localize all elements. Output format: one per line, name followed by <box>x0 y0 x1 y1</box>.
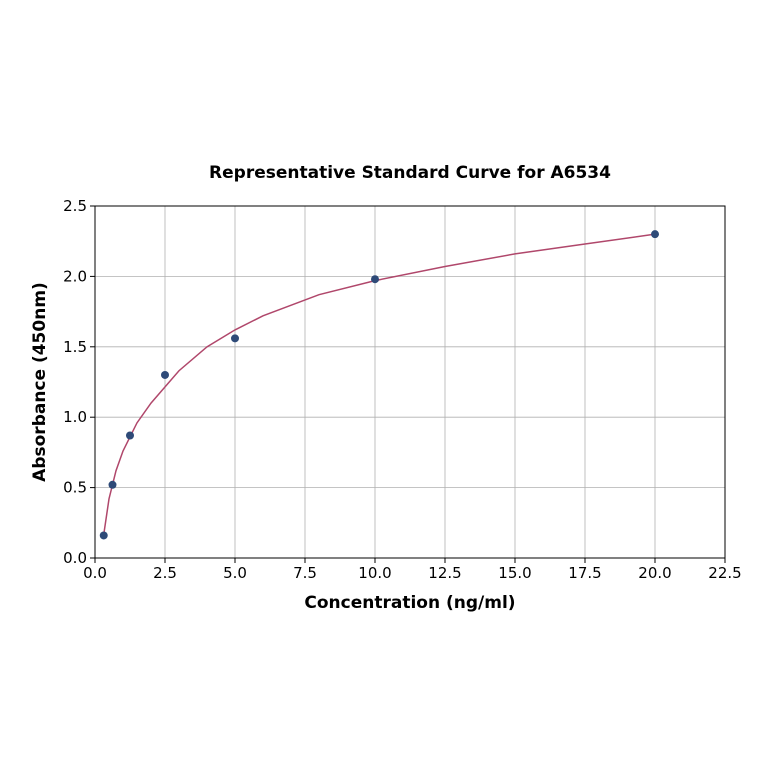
y-tick-label: 1.0 <box>63 408 87 426</box>
y-axis-label: Absorbance (450nm) <box>30 282 50 482</box>
x-tick-label: 12.5 <box>428 564 461 582</box>
x-tick-label: 15.0 <box>498 564 531 582</box>
x-tick-label: 2.5 <box>153 564 177 582</box>
data-point <box>371 275 379 284</box>
x-tick-label: 0.0 <box>83 564 107 582</box>
y-tick-label: 1.5 <box>63 338 87 356</box>
plot-frame <box>94 205 726 559</box>
x-tick-label: 17.5 <box>568 564 601 582</box>
x-axis-label: Concentration (ng/ml) <box>304 593 515 613</box>
x-tick-label: 5.0 <box>223 564 247 582</box>
x-tick-label: 22.5 <box>708 564 741 582</box>
chart-title: Representative Standard Curve for A6534 <box>209 163 611 183</box>
data-point <box>126 431 134 440</box>
y-tick-label: 2.5 <box>63 197 87 215</box>
x-tick-label: 7.5 <box>293 564 317 582</box>
data-point <box>161 370 169 379</box>
data-point <box>651 230 659 239</box>
data-point <box>99 531 108 540</box>
y-tick-label: 0.5 <box>63 479 87 497</box>
data-point <box>231 334 239 343</box>
x-tick-label: 10.0 <box>358 564 391 582</box>
y-tick-label: 0.0 <box>63 549 87 567</box>
fit-curve <box>102 233 656 537</box>
x-tick-label: 20.0 <box>638 564 671 582</box>
data-point <box>108 480 117 489</box>
y-tick-label: 2.0 <box>63 267 87 285</box>
